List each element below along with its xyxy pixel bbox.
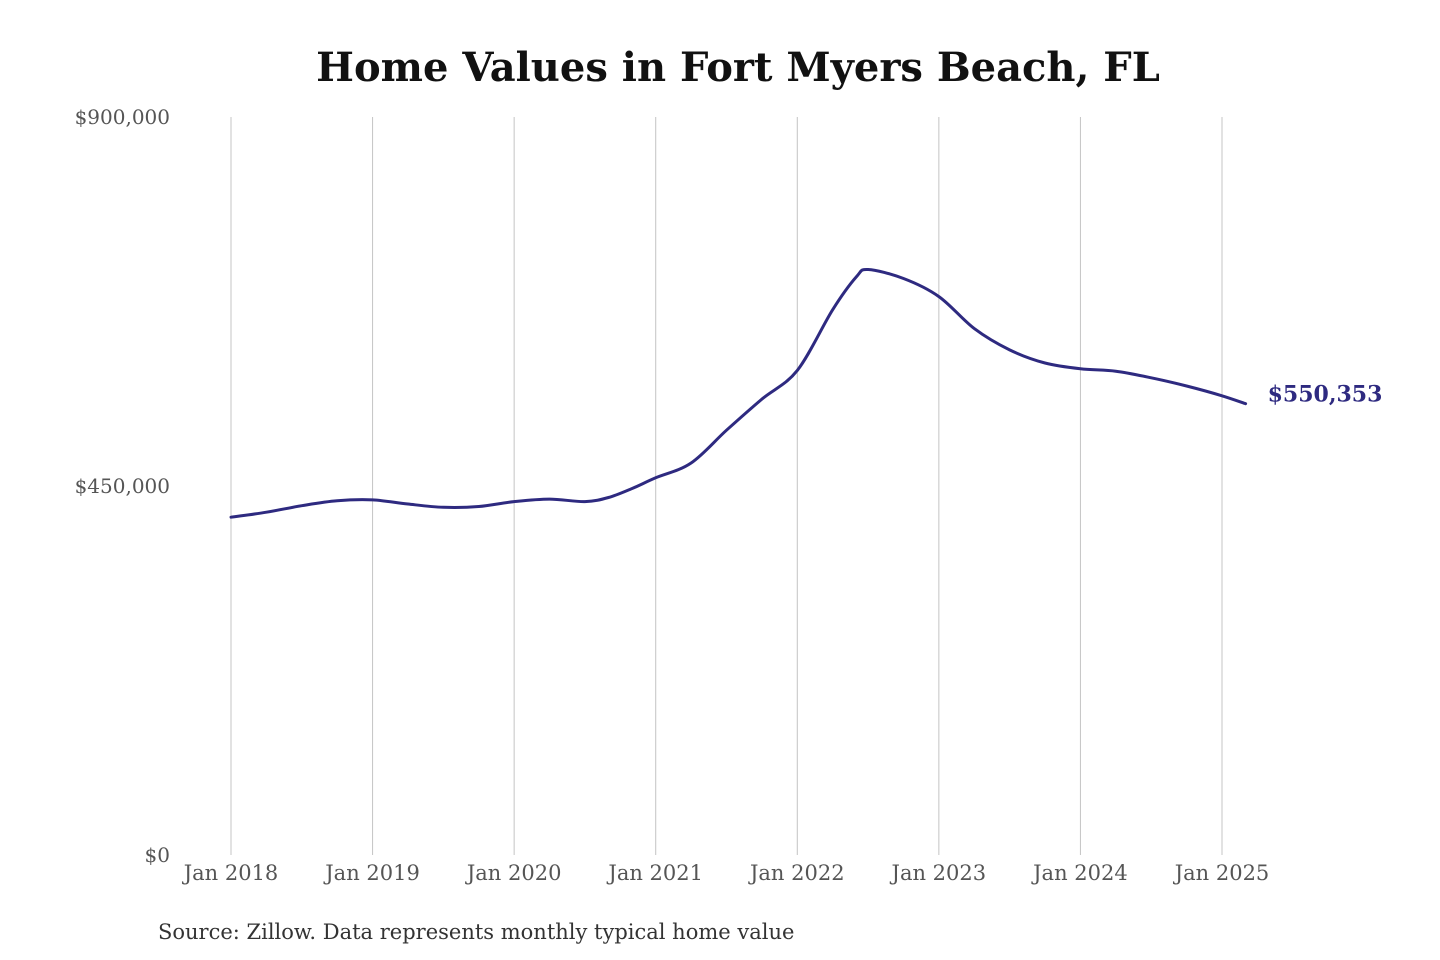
- end-value-label: $550,353: [1268, 382, 1383, 408]
- x-tick-label: Jan 2018: [182, 861, 279, 885]
- grid-lines: [230, 117, 1223, 855]
- source-note: Source: Zillow. Data represents monthly …: [158, 920, 794, 944]
- y-axis-ticks: $0 $450,000 $900,000: [75, 105, 170, 867]
- x-tick-label: Jan 2025: [1173, 861, 1270, 885]
- y-tick-label: $0: [145, 843, 170, 867]
- x-axis-ticks: Jan 2018 Jan 2019 Jan 2020 Jan 2021 Jan 2022…: [182, 861, 1270, 885]
- series-layer: $550,353: [229, 267, 1383, 519]
- x-tick-label: Jan 2024: [1031, 861, 1128, 885]
- x-tick-label: Jan 2021: [606, 861, 703, 885]
- series-line: [229, 267, 1248, 519]
- x-tick-label: Jan 2023: [890, 861, 987, 885]
- chart-title: Home Values in Fort Myers Beach, FL: [316, 44, 1160, 91]
- y-tick-label: $900,000: [75, 105, 170, 129]
- x-tick-label: Jan 2019: [323, 861, 420, 885]
- x-tick-label: Jan 2020: [465, 861, 562, 885]
- x-tick-label: Jan 2022: [748, 861, 845, 885]
- y-tick-label: $450,000: [75, 474, 170, 498]
